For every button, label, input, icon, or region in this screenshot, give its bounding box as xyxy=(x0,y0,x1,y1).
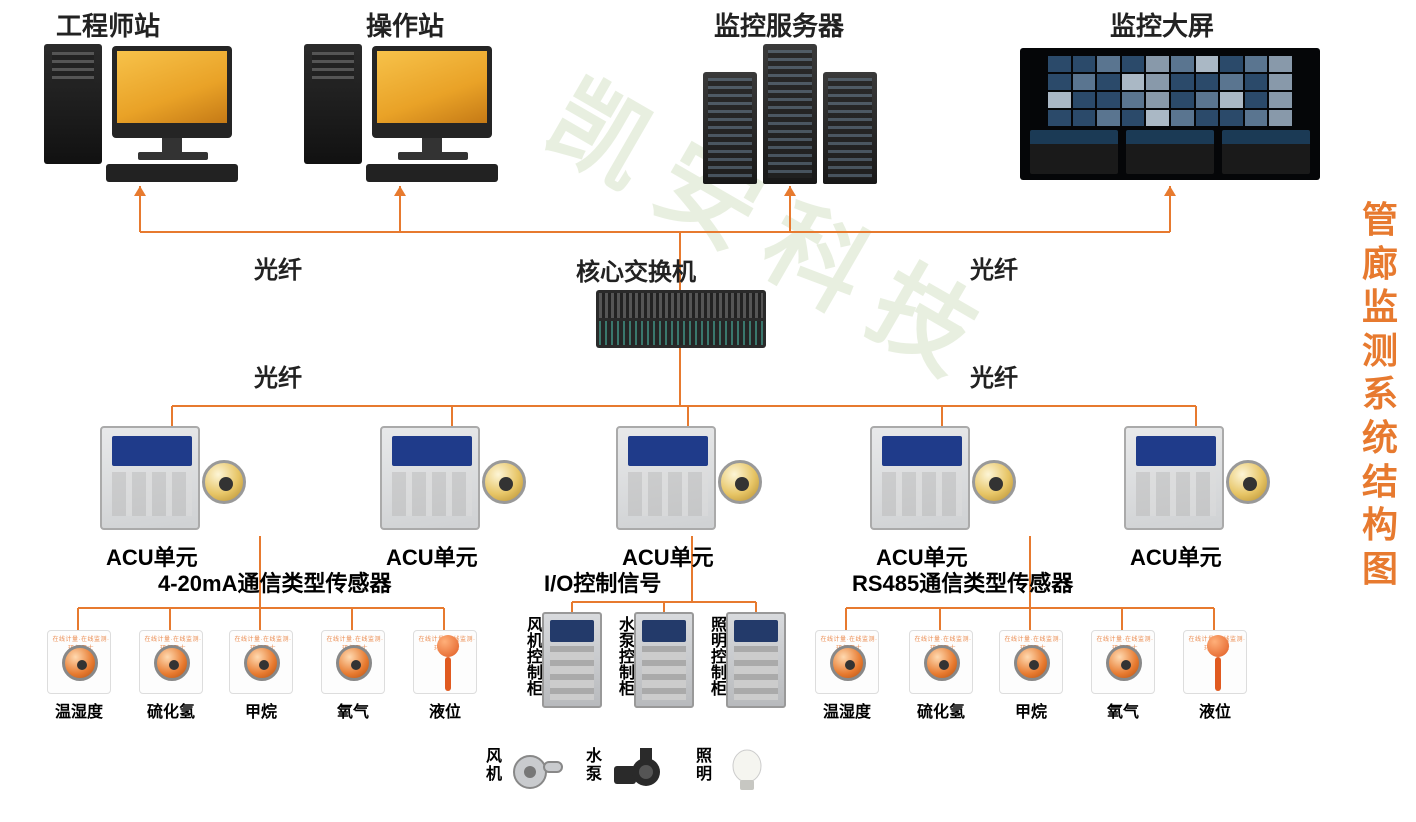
acu-unit-4 xyxy=(1124,426,1274,536)
group-label-rs485: RS485通信类型传感器 xyxy=(852,566,1073,598)
engineer-station-label: 工程师站 xyxy=(56,6,160,43)
acu-unit-2 xyxy=(616,426,766,536)
device-pump: 水泵 xyxy=(610,744,664,797)
fiber-label-3: 光纤 xyxy=(970,358,1018,393)
sensor-o2-right: 在线计量·在线监测·环保卫士氧气 xyxy=(1086,630,1160,722)
sensor-liquid-level-right: 在线计量·在线监测·环保卫士液位 xyxy=(1178,630,1252,722)
fan-cabinet: 风机控制柜 xyxy=(542,612,602,708)
pump-cabinet: 水泵控制柜 xyxy=(634,612,694,708)
light-cabinet: 照明控制柜 xyxy=(726,612,786,708)
sensor-temp-humidity-right: 在线计量·在线监测·环保卫士温湿度 xyxy=(810,630,884,722)
sensor-ch4-right: 在线计量·在线监测·环保卫士甲烷 xyxy=(994,630,1068,722)
sensor-o2-left: 在线计量·在线监测·环保卫士氧气 xyxy=(316,630,390,722)
acu-unit-1 xyxy=(380,426,530,536)
video-wall-icon xyxy=(1020,48,1320,180)
device-light: 照明 xyxy=(720,744,774,797)
sensor-h2s-left: 在线计量·在线监测·环保卫士硫化氢 xyxy=(134,630,208,722)
group-label-420ma: 4-20mA通信类型传感器 xyxy=(158,566,391,598)
video-wall-label: 监控大屏 xyxy=(1110,6,1214,43)
acu-label-4: ACU单元 xyxy=(1130,540,1222,572)
fiber-label-1: 光纤 xyxy=(970,250,1018,285)
monitor-server-label: 监控服务器 xyxy=(714,6,844,43)
acu-unit-3 xyxy=(870,426,1020,536)
core-switch-label: 核心交换机 xyxy=(576,252,696,287)
sensor-temp-humidity-left: 在线计量·在线监测·环保卫士温湿度 xyxy=(42,630,116,722)
engineer-workstation-icon xyxy=(40,44,240,184)
device-fan: 风机 xyxy=(510,744,564,797)
fiber-label-0: 光纤 xyxy=(254,250,302,285)
group-label-io: I/O控制信号 xyxy=(544,566,661,598)
core-switch-icon xyxy=(596,290,766,348)
monitor-server-icon xyxy=(680,44,900,184)
operator-workstation-icon xyxy=(300,44,500,184)
acu-unit-0 xyxy=(100,426,250,536)
sensor-ch4-left: 在线计量·在线监测·环保卫士甲烷 xyxy=(224,630,298,722)
operator-station-label: 操作站 xyxy=(366,6,444,43)
fiber-label-2: 光纤 xyxy=(254,358,302,393)
acu-label-1: ACU单元 xyxy=(386,540,478,572)
diagram-title-vertical: 管廊监测系统结构图 xyxy=(1360,200,1400,588)
sensor-liquid-level-left: 在线计量·在线监测·环保卫士液位 xyxy=(408,630,482,722)
sensor-h2s-right: 在线计量·在线监测·环保卫士硫化氢 xyxy=(904,630,978,722)
